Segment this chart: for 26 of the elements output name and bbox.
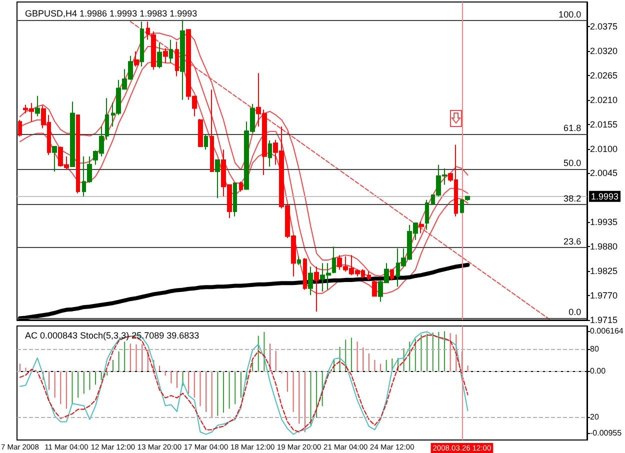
annotation: 61.8 <box>564 123 582 134</box>
y-tick-label: 2.0265 <box>590 70 618 80</box>
ref-line-label: 1.9993 <box>591 191 619 202</box>
annotation: 38.2 <box>564 193 582 204</box>
annotation: 50.0 <box>564 158 582 168</box>
y-tick-label: 2.0210 <box>590 94 618 105</box>
y2-tick-label: 20 <box>590 412 600 422</box>
chart-title: AC 0.000843 Stoch(5,3,3) 25.7089 39.6833 <box>25 330 200 340</box>
text: GBPUSD,H4 1.9986 1.9993 1.9983 1.9993 <box>25 8 198 18</box>
y-tick-label: 2.0155 <box>590 119 618 130</box>
y-tick-label: 0.006164 <box>590 326 624 336</box>
y-tick-label: 2.0045 <box>590 168 618 178</box>
y-tick-label: -0.00955 <box>590 428 622 438</box>
annotation: 0.0 <box>568 306 582 317</box>
annotation: 23.6 <box>564 236 582 247</box>
y-tick-label: 1.9715 <box>590 315 618 325</box>
y2-tick-label: 80 <box>590 344 600 354</box>
y-tick-label: 2.0100 <box>590 144 618 154</box>
y-tick-label: 1.9770 <box>590 290 618 301</box>
y-tick-label: 2.0320 <box>590 46 618 56</box>
y-tick-label: 0.00 <box>590 366 606 376</box>
y-tick-label: 1.9935 <box>590 217 618 228</box>
y-tick-label: 1.9825 <box>590 266 618 276</box>
y-tick-label: 1.9880 <box>590 242 618 252</box>
y-tick-label: 2.0375 <box>590 21 618 32</box>
annotation: 100.0 <box>558 10 582 20</box>
